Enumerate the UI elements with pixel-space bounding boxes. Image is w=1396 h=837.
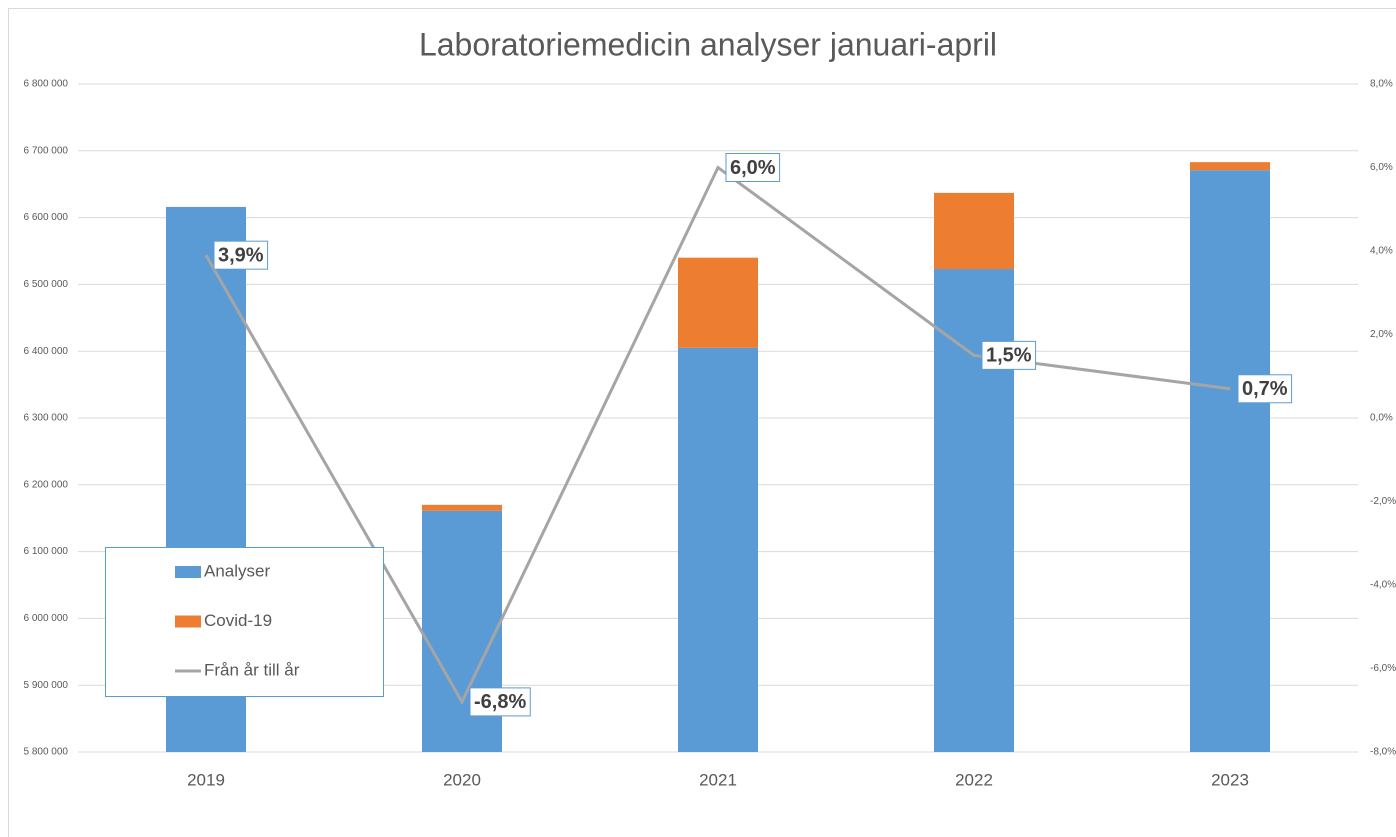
legend-label: Covid-19 [204, 611, 272, 630]
data-label-box: 1,5% [981, 340, 1037, 370]
x-tick-label: 2021 [699, 770, 737, 789]
x-tick-label: 2022 [955, 770, 993, 789]
y2-tick-label: -2,0% [1370, 496, 1396, 507]
legend-swatch [175, 566, 201, 578]
y2-tick-label: 6,0% [1370, 162, 1393, 173]
y2-tick-label: -8,0% [1370, 747, 1396, 758]
y2-tick-label: 8,0% [1370, 79, 1393, 90]
data-label: -6,8% [474, 691, 526, 713]
y-tick-label: 6 300 000 [24, 413, 69, 424]
y-tick-label: 6 000 000 [24, 613, 69, 624]
legend-box [105, 547, 384, 697]
data-label-bg [469, 687, 531, 717]
bar [1190, 170, 1270, 752]
bar [678, 257, 758, 348]
data-label: 1,5% [986, 345, 1032, 367]
y-tick-label: 5 900 000 [24, 680, 69, 691]
y2-tick-label: 2,0% [1370, 329, 1393, 340]
y-tick-label: 6 600 000 [24, 212, 69, 223]
data-label: 0,7% [1242, 378, 1288, 400]
y-tick-label: 6 800 000 [24, 79, 69, 90]
data-label-box: -6,8% [469, 687, 531, 717]
legend-swatch [175, 615, 201, 628]
bar [422, 504, 502, 511]
data-label-box: 3,9% [213, 240, 269, 270]
x-tick-label: 2020 [443, 770, 481, 789]
bar [1190, 162, 1270, 171]
bar [678, 347, 758, 752]
x-tick-label: 2019 [187, 770, 225, 789]
data-label-bg [1237, 374, 1293, 404]
data-label: 6,0% [730, 157, 776, 179]
data-label-bg [981, 340, 1037, 370]
data-label-bg [725, 153, 781, 182]
y-tick-label: 6 700 000 [24, 145, 69, 156]
y2-tick-label: 0,0% [1370, 413, 1393, 424]
y2-tick-label: 4,0% [1370, 246, 1393, 257]
y-tick-label: 6 200 000 [24, 479, 69, 490]
y-tick-label: 6 500 000 [24, 279, 69, 290]
legend-label: Från år till år [204, 660, 300, 679]
x-tick-label: 2023 [1211, 770, 1249, 789]
y-tick-label: 6 100 000 [24, 546, 69, 557]
y2-tick-label: -6,0% [1370, 663, 1396, 674]
data-label-bg [213, 240, 269, 270]
y2-tick-label: -4,0% [1370, 580, 1396, 591]
legend-label: Analyser [204, 561, 270, 580]
data-label-box: 6,0% [725, 153, 781, 182]
y-tick-label: 5 800 000 [24, 747, 69, 758]
data-label: 3,9% [218, 244, 264, 266]
data-label-box: 0,7% [1237, 374, 1293, 404]
y-tick-label: 6 400 000 [24, 346, 69, 357]
bar [934, 192, 1014, 270]
chart-title: Laboratoriemedicin analyser januari-apri… [419, 26, 997, 62]
